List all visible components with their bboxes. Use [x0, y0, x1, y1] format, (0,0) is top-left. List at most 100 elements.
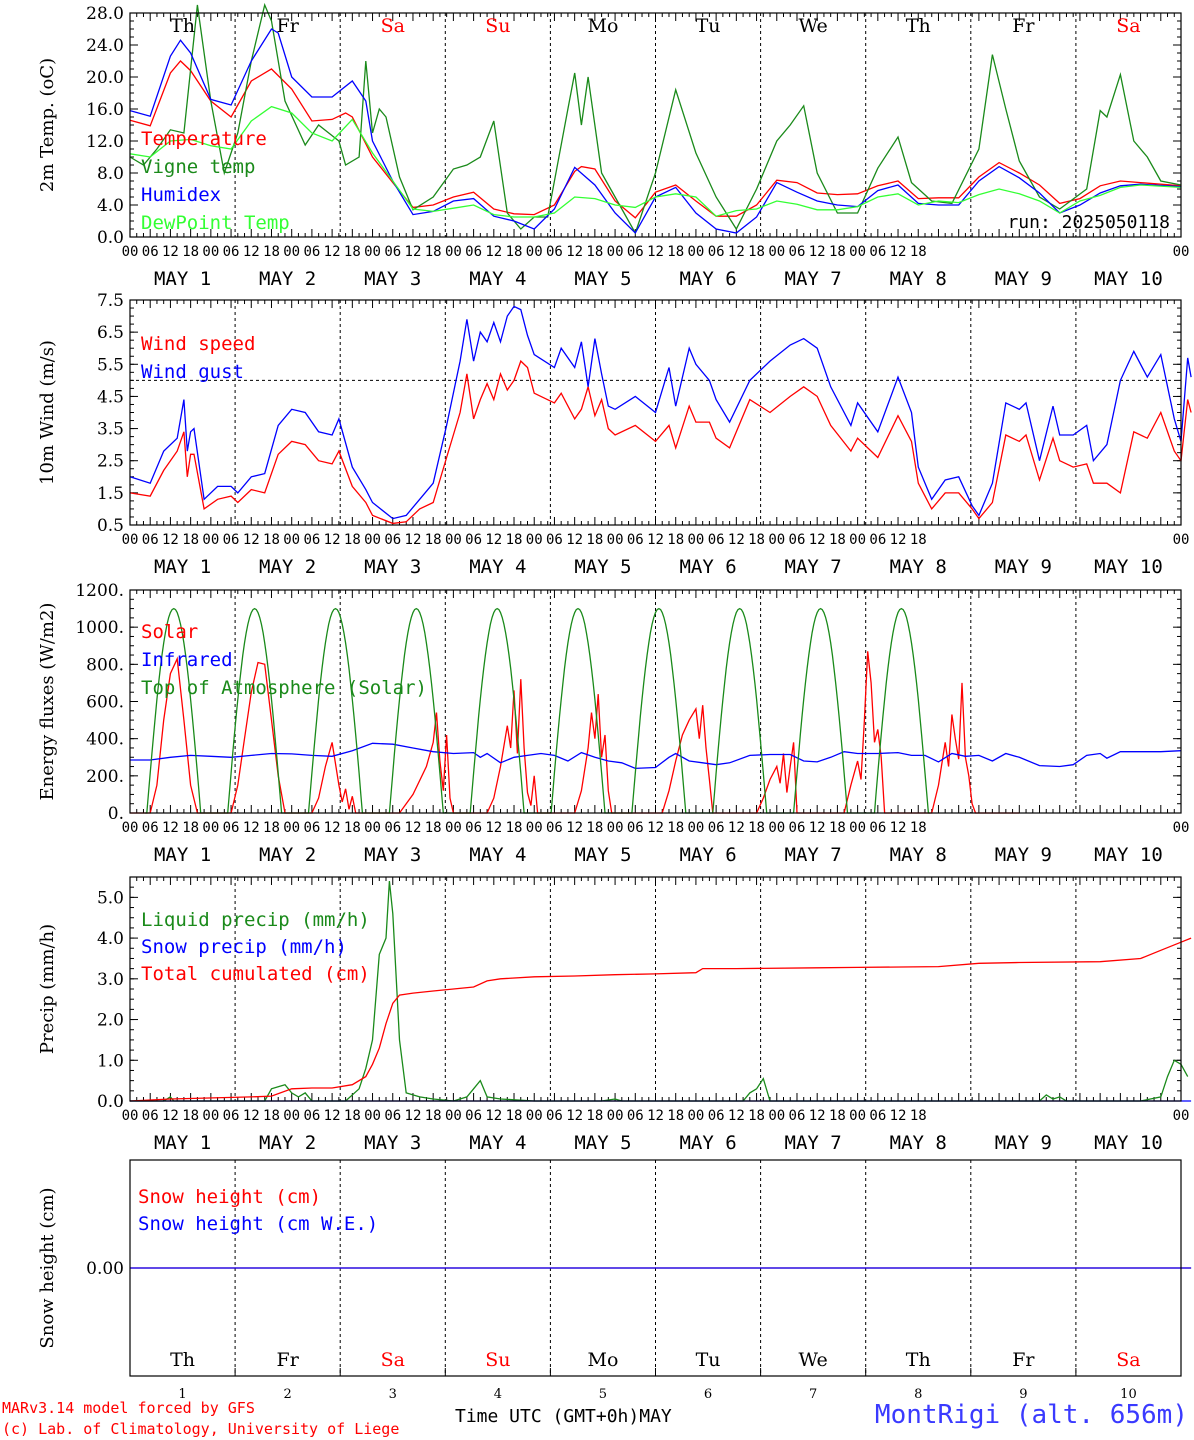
hour-label: 00 — [768, 820, 785, 836]
day-number: 9 — [1019, 1387, 1027, 1402]
hour-label: 00 — [202, 1108, 219, 1124]
hour-label: 18 — [425, 820, 442, 836]
day-name: Th — [170, 1349, 195, 1371]
hour-label: 06 — [869, 1108, 886, 1124]
month-day-label: MAY 10 — [1094, 844, 1163, 866]
month-day-label: MAY 4 — [469, 844, 526, 866]
y-tick-label: 12.0 — [86, 132, 124, 152]
hour-label: 12 — [243, 532, 260, 548]
y-tick-label: 1.5 — [97, 484, 124, 504]
hour-label: 12 — [728, 244, 745, 260]
legend-entry: Infrared — [141, 649, 233, 671]
panel-snow: 0.00 Snow height (cm) Snow height (cm W.E.… — [37, 1159, 1192, 1402]
month-day-label: MAY 7 — [785, 1132, 842, 1154]
month-day-label: MAY 9 — [995, 1132, 1052, 1154]
day-number: 4 — [494, 1387, 502, 1402]
month-day-label: MAY 8 — [890, 1132, 947, 1154]
month-day-label: MAY 6 — [679, 556, 736, 578]
hour-label: 06 — [142, 1108, 159, 1124]
hour-label: 00 — [768, 1108, 785, 1124]
run-annotation: run: 2025050118 — [1007, 212, 1170, 233]
day-name: Fr — [277, 15, 300, 37]
hour-label: 18 — [748, 820, 765, 836]
hour-label: 12 — [890, 244, 907, 260]
day-name: Th — [170, 15, 195, 37]
legend-entry: Solar — [141, 621, 198, 643]
hour-label: 00 — [849, 820, 866, 836]
hour-label: 12 — [890, 532, 907, 548]
hour-label: 00 — [283, 820, 300, 836]
hour-label: 18 — [344, 820, 361, 836]
hour-label: 18 — [829, 1108, 846, 1124]
series-vigne-temp — [129, 2, 1182, 235]
month-day-label: MAY 3 — [364, 1132, 421, 1154]
panel-precip: 0.0 1.0 2.0 3.0 4.0 5.0 Liquid precip (mm/h) Sn… — [37, 876, 1192, 1154]
hour-label: 00 — [687, 244, 704, 260]
hour-label: 18 — [910, 1108, 927, 1124]
day-name: Sa — [381, 1349, 405, 1371]
hour-label: 00 — [849, 532, 866, 548]
month-day-label: MAY 5 — [574, 844, 631, 866]
hour-label: 00 — [122, 820, 139, 836]
day-number: 2 — [284, 1387, 292, 1402]
hour-label: 12 — [728, 820, 745, 836]
hour-label: 12 — [890, 1108, 907, 1124]
month-day-label: MAY 9 — [995, 556, 1052, 578]
hour-label: 06 — [384, 532, 401, 548]
panel-temp: 0.0 4.0 8.0 12.0 16.0 20.0 24.0 28.0 Temperature… — [37, 2, 1189, 290]
hour-label: 00 — [607, 820, 624, 836]
hour-label: 06 — [223, 532, 240, 548]
hour-label: 06 — [384, 820, 401, 836]
month-day-label: MAY 2 — [259, 844, 316, 866]
day-name: Fr — [1012, 15, 1035, 37]
month-day-label: MAY 9 — [995, 268, 1052, 290]
hour-label: 00 — [364, 532, 381, 548]
hour-label: 18 — [586, 532, 603, 548]
hour-label: 18 — [667, 244, 684, 260]
legend-entry: Total cumulated (cm) — [141, 963, 370, 985]
hour-label: 18 — [748, 1108, 765, 1124]
hour-label: 06 — [789, 244, 806, 260]
hour-label: 12 — [324, 532, 341, 548]
hour-label: 00 — [1173, 532, 1190, 548]
hour-label: 12 — [728, 1108, 745, 1124]
footer-model: MARv3.14 model forced by GFS — [2, 1399, 255, 1417]
hour-label: 12 — [728, 532, 745, 548]
y-axis-title: 2m Temp. (oC) — [37, 58, 58, 192]
hour-label: 00 — [1173, 820, 1190, 836]
legend-entry: Humidex — [141, 184, 221, 206]
hour-label: 06 — [627, 244, 644, 260]
hour-label: 00 — [607, 1108, 624, 1124]
hour-label: 18 — [344, 1108, 361, 1124]
hour-label: 12 — [405, 1108, 422, 1124]
y-tick-label: 4.0 — [97, 929, 124, 949]
y-tick-label: 8.0 — [97, 164, 124, 184]
hour-label: 06 — [384, 244, 401, 260]
legend-entry: Snow height (cm W.E.) — [138, 1213, 378, 1235]
month-day-label: MAY 1 — [154, 268, 211, 290]
hour-label: 18 — [586, 244, 603, 260]
hour-label: 12 — [566, 820, 583, 836]
hour-label: 18 — [182, 244, 199, 260]
hour-label: 12 — [162, 820, 179, 836]
day-number: 1 — [178, 1387, 186, 1402]
legend-entry: Snow height (cm) — [138, 1186, 321, 1208]
month-day-label: MAY 5 — [574, 268, 631, 290]
hour-label: 12 — [809, 244, 826, 260]
hour-label: 06 — [465, 532, 482, 548]
legend-entry: Liquid precip (mm/h) — [141, 909, 370, 931]
day-number: 10 — [1120, 1387, 1137, 1402]
hour-label: 18 — [910, 532, 927, 548]
day-name: Sa — [1116, 1349, 1140, 1371]
y-tick-label: 4.5 — [97, 387, 124, 407]
month-day-label: MAY 4 — [469, 556, 526, 578]
hour-label: 12 — [566, 1108, 583, 1124]
series-top-of-atmosphere-solar- — [145, 607, 930, 814]
month-day-label: MAY 1 — [154, 556, 211, 578]
y-tick-label: 24.0 — [86, 36, 124, 56]
y-tick-label: 5.5 — [97, 355, 124, 375]
hour-label: 06 — [627, 1108, 644, 1124]
hour-label: 06 — [384, 1108, 401, 1124]
panel-energy: 0. 200. 400. 600. 800. 1000. 1200. Solar Infrare… — [37, 581, 1189, 866]
day-number: 8 — [914, 1387, 922, 1402]
